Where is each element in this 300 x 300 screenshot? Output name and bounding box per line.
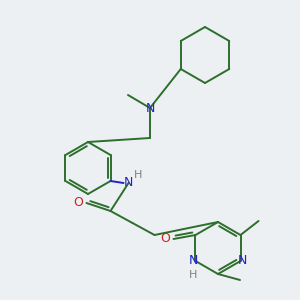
Text: H: H <box>189 270 198 280</box>
Text: N: N <box>238 254 247 268</box>
Text: H: H <box>134 170 143 180</box>
Text: O: O <box>160 232 170 245</box>
Text: O: O <box>74 196 83 209</box>
Text: N: N <box>189 254 198 268</box>
Text: N: N <box>145 101 155 115</box>
Text: N: N <box>124 176 133 190</box>
